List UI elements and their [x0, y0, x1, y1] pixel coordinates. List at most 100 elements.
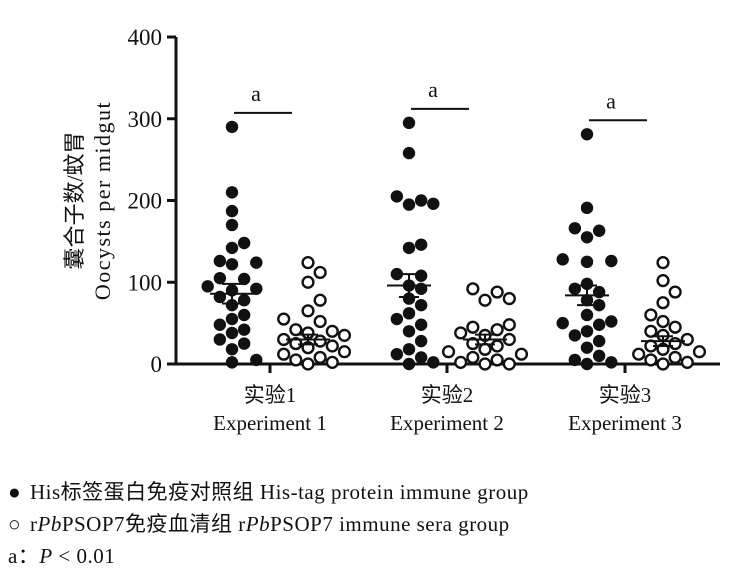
open-point: [656, 256, 670, 270]
filled-point: [414, 318, 428, 331]
filled-point: [237, 337, 251, 350]
y-tick-label: 400: [128, 25, 163, 50]
x-tick-label-en: Experiment 2: [390, 411, 504, 435]
significance-letter: a: [606, 88, 616, 113]
open-point: [277, 347, 291, 361]
open-point: [502, 318, 516, 332]
filled-point: [605, 356, 618, 369]
filled-point: [568, 222, 582, 235]
filled-point: [213, 318, 227, 331]
filled-point: [568, 282, 582, 295]
filled-point: [225, 343, 239, 356]
open-point: [668, 320, 682, 334]
filled-point: [605, 315, 618, 328]
open-point: [656, 314, 670, 329]
filled-point: [580, 325, 594, 338]
filled-point: [414, 238, 428, 251]
open-point: [289, 353, 303, 367]
open-point: [466, 282, 480, 296]
open-point: [325, 339, 339, 353]
filled-point: [580, 277, 594, 291]
filled-point: [390, 190, 404, 203]
open-circle-icon: ○: [8, 512, 22, 536]
filled-point: [390, 347, 404, 361]
filled-point: [592, 349, 606, 363]
filled-point: [402, 357, 416, 371]
filled-point: [592, 298, 606, 312]
filled-point: [201, 280, 214, 293]
open-point: [454, 326, 468, 340]
filled-point: [592, 334, 606, 348]
filled-point: [414, 269, 428, 282]
filled-point: [213, 271, 227, 285]
filled-point: [225, 326, 239, 340]
filled-point: [580, 341, 594, 354]
open-point: [514, 347, 529, 361]
open-point: [277, 312, 291, 326]
filled-point: [568, 353, 582, 367]
open-point: [632, 347, 646, 361]
x-tick-label-cn: 实验1: [244, 383, 297, 407]
filled-point: [402, 325, 416, 338]
legend-item-his: ● His标签蛋白免疫对照组 His-tag protein immune gro…: [8, 476, 529, 506]
open-point: [441, 345, 456, 359]
open-point: [301, 275, 315, 289]
filled-point: [414, 298, 428, 312]
mean-error-bars: [210, 273, 685, 348]
filled-point: [427, 197, 440, 210]
filled-point: [556, 253, 569, 266]
filled-point: [402, 241, 416, 255]
open-point: [490, 285, 504, 299]
x-tick-label-cn: 实验3: [599, 383, 652, 407]
filled-point: [580, 255, 594, 269]
significance-note: a：P < 0.01: [8, 544, 116, 568]
open-point: [466, 350, 480, 365]
open-point: [490, 353, 504, 367]
filled-point: [225, 218, 239, 232]
open-point: [337, 345, 352, 359]
filled-point: [580, 128, 594, 141]
x-tick-label-en: Experiment 3: [568, 411, 682, 435]
filled-point: [225, 204, 239, 218]
filled-point: [225, 186, 239, 199]
open-point: [668, 350, 682, 365]
filled-point: [414, 194, 428, 207]
significance-letter: a: [428, 77, 438, 102]
open-point: [454, 355, 468, 369]
y-axis-label-cn: 囊合子数/蚊胃: [62, 131, 87, 269]
y-tick-label: 100: [128, 270, 163, 295]
filled-point: [402, 292, 416, 305]
filled-point: [213, 290, 227, 304]
open-point: [680, 355, 694, 369]
filled-point: [237, 308, 251, 322]
filled-point: [402, 343, 416, 356]
filled-point: [402, 146, 416, 160]
x-tick-label-cn: 实验2: [421, 383, 474, 407]
filled-point: [390, 312, 404, 326]
filled-point: [250, 282, 263, 295]
filled-point: [592, 318, 606, 331]
dot-plot-chart: 0 100 200 300 400 a a a 实验1 Experiment 1 实验2 Expe…: [62, 25, 720, 435]
open-point: [656, 274, 670, 288]
filled-point: [225, 298, 239, 312]
filled-point: [556, 316, 569, 330]
axes: 0 100 200 300 400: [128, 25, 720, 377]
filled-point: [402, 307, 416, 320]
significance-letter: a: [251, 81, 261, 106]
open-point: [644, 353, 658, 367]
open-point: [478, 342, 492, 356]
open-point: [680, 332, 694, 347]
filled-point: [592, 285, 606, 299]
filled-point: [568, 329, 582, 342]
filled-point: [390, 267, 404, 281]
open-point: [490, 339, 504, 353]
filled-point: [225, 312, 239, 326]
filled-point: [414, 351, 428, 364]
filled-point: [580, 231, 594, 244]
open-point: [301, 304, 315, 318]
filled-point: [237, 323, 251, 336]
filled-point: [213, 333, 227, 346]
y-axis-label-en: Oocysts per midgut: [90, 101, 115, 300]
filled-point: [580, 201, 594, 215]
